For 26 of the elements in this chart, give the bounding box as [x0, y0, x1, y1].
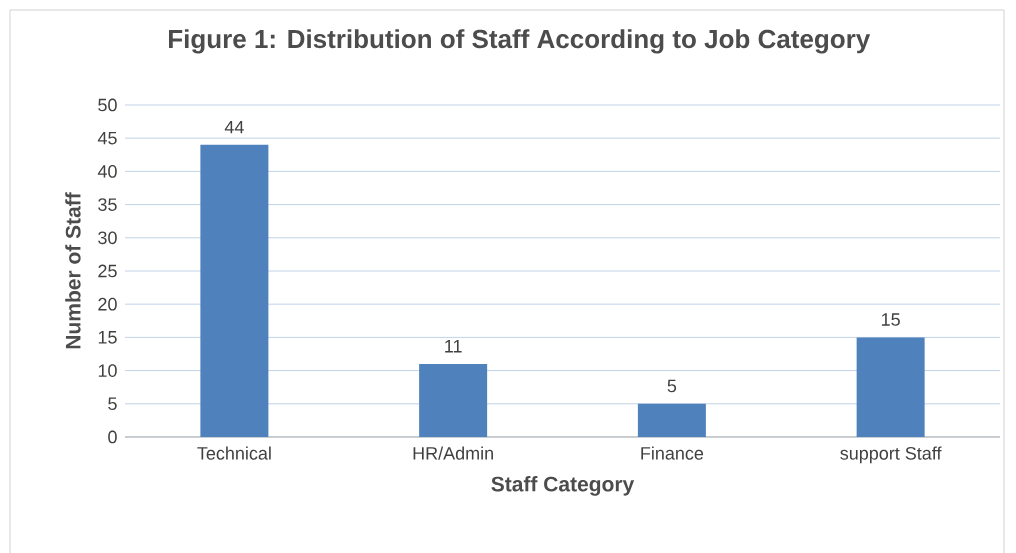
data-label: 44 [224, 120, 244, 134]
data-label: 15 [882, 313, 900, 326]
y-tick-label: 15 [98, 331, 117, 344]
chart-title: Figure 1: Distribution of Staff According to Job Category [169, 29, 871, 54]
y-tick-label: 45 [97, 131, 117, 145]
y-tick-label: 30 [98, 231, 117, 245]
bar [200, 144, 269, 437]
y-tick-label: 50 [98, 98, 117, 112]
data-label: 5 [667, 379, 677, 393]
x-axis-title: Staff Category [491, 476, 635, 496]
bar [637, 403, 706, 437]
x-tick-label: Technical [197, 446, 271, 460]
y-tick-label: 5 [108, 397, 117, 411]
x-tick-label: Finance [641, 446, 704, 460]
y-tick-label: 0 [108, 430, 117, 444]
y-axis-title: Number of Staff [65, 192, 81, 349]
x-tick-label: support Staff [840, 446, 942, 464]
y-tick-label: 10 [98, 364, 117, 377]
data-label: 11 [445, 340, 462, 353]
y-tick-label: 40 [97, 165, 117, 178]
y-tick-label: 20 [98, 297, 117, 311]
y-tick-label: 35 [98, 198, 117, 211]
bar [856, 337, 925, 437]
y-tick-label: 25 [98, 264, 117, 278]
x-tick-label: HR/Admin [413, 446, 493, 460]
bar [419, 363, 488, 437]
